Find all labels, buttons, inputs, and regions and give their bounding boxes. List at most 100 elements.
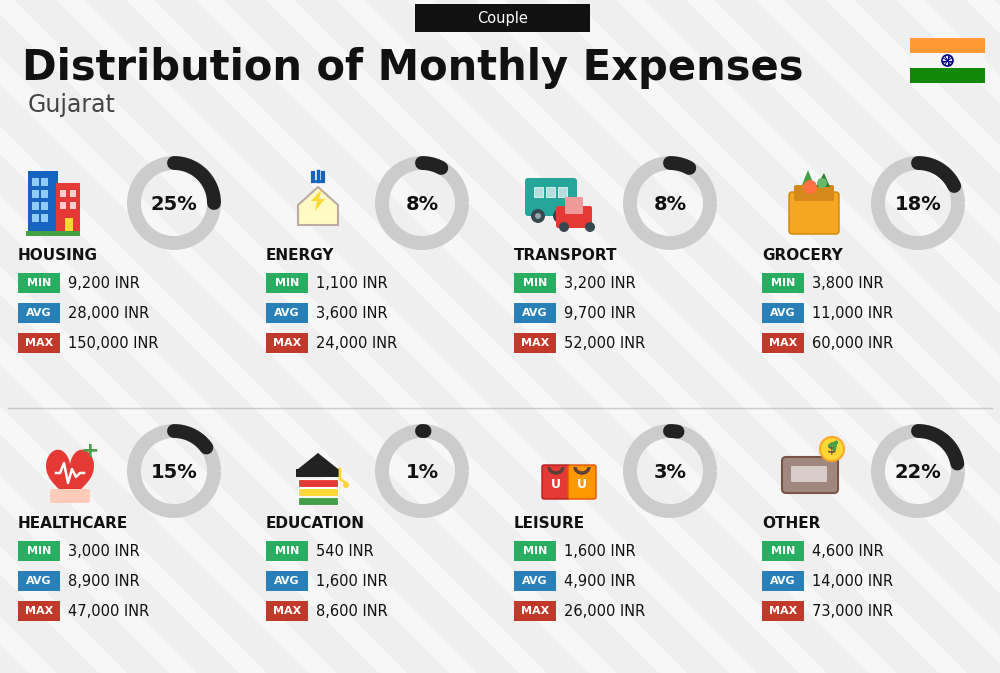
Text: 4,900 INR: 4,900 INR (564, 574, 636, 589)
Text: 24,000 INR: 24,000 INR (316, 336, 397, 351)
Text: TRANSPORT: TRANSPORT (514, 248, 618, 264)
Text: 3,600 INR: 3,600 INR (316, 306, 388, 321)
FancyBboxPatch shape (18, 333, 60, 353)
Circle shape (559, 222, 569, 232)
Polygon shape (298, 453, 338, 469)
Text: 26,000 INR: 26,000 INR (564, 604, 645, 619)
FancyBboxPatch shape (32, 178, 39, 186)
FancyBboxPatch shape (514, 333, 556, 353)
FancyBboxPatch shape (18, 601, 60, 621)
Text: 540 INR: 540 INR (316, 544, 374, 559)
Circle shape (531, 209, 545, 223)
FancyBboxPatch shape (266, 541, 308, 561)
Text: U: U (577, 478, 587, 491)
Text: MAX: MAX (25, 606, 53, 616)
FancyBboxPatch shape (266, 273, 308, 293)
Text: MIN: MIN (27, 279, 51, 289)
FancyBboxPatch shape (266, 333, 308, 353)
Text: AVG: AVG (274, 308, 300, 318)
Text: MAX: MAX (521, 606, 549, 616)
Polygon shape (802, 170, 814, 185)
Text: 47,000 INR: 47,000 INR (68, 604, 149, 619)
FancyBboxPatch shape (514, 541, 556, 561)
FancyBboxPatch shape (56, 183, 80, 231)
Text: +: + (81, 441, 99, 461)
FancyBboxPatch shape (70, 190, 76, 197)
FancyBboxPatch shape (18, 571, 60, 591)
Text: MAX: MAX (521, 339, 549, 349)
FancyBboxPatch shape (415, 4, 590, 32)
Text: 4,600 INR: 4,600 INR (812, 544, 884, 559)
Text: MIN: MIN (771, 546, 795, 557)
Text: MIN: MIN (771, 279, 795, 289)
FancyBboxPatch shape (266, 303, 308, 323)
Text: 1,600 INR: 1,600 INR (564, 544, 636, 559)
Text: MIN: MIN (523, 546, 547, 557)
Text: 9,700 INR: 9,700 INR (564, 306, 636, 321)
Text: 1%: 1% (405, 464, 439, 483)
Text: 1,600 INR: 1,600 INR (316, 574, 388, 589)
Text: 28,000 INR: 28,000 INR (68, 306, 149, 321)
Text: LEISURE: LEISURE (514, 516, 585, 532)
FancyBboxPatch shape (514, 601, 556, 621)
FancyBboxPatch shape (762, 571, 804, 591)
FancyBboxPatch shape (789, 192, 839, 234)
Text: GROCERY: GROCERY (762, 248, 843, 264)
Text: Couple: Couple (477, 11, 528, 26)
FancyBboxPatch shape (762, 303, 804, 323)
Text: MAX: MAX (273, 606, 301, 616)
FancyBboxPatch shape (18, 273, 60, 293)
FancyBboxPatch shape (514, 303, 556, 323)
Circle shape (820, 437, 844, 461)
Text: 3%: 3% (654, 464, 686, 483)
FancyBboxPatch shape (298, 488, 338, 496)
Text: Distribution of Monthly Expenses: Distribution of Monthly Expenses (22, 47, 804, 89)
FancyBboxPatch shape (762, 541, 804, 561)
FancyBboxPatch shape (50, 489, 90, 503)
Text: AVG: AVG (522, 308, 548, 318)
FancyBboxPatch shape (266, 601, 308, 621)
FancyBboxPatch shape (791, 466, 827, 482)
Text: HEALTHCARE: HEALTHCARE (18, 516, 128, 532)
Circle shape (557, 213, 563, 219)
FancyBboxPatch shape (28, 171, 58, 231)
Text: 18%: 18% (895, 195, 941, 215)
Text: AVG: AVG (26, 308, 52, 318)
Text: MIN: MIN (275, 546, 299, 557)
FancyBboxPatch shape (18, 541, 60, 561)
Text: 3,800 INR: 3,800 INR (812, 276, 884, 291)
FancyBboxPatch shape (782, 457, 838, 493)
Text: AVG: AVG (26, 577, 52, 586)
FancyBboxPatch shape (41, 214, 48, 222)
Text: 14,000 INR: 14,000 INR (812, 574, 893, 589)
Text: 1,100 INR: 1,100 INR (316, 276, 388, 291)
FancyBboxPatch shape (41, 190, 48, 198)
FancyBboxPatch shape (65, 218, 73, 231)
FancyBboxPatch shape (910, 38, 985, 53)
Text: AVG: AVG (522, 577, 548, 586)
Circle shape (585, 222, 595, 232)
FancyBboxPatch shape (41, 178, 48, 186)
Text: MIN: MIN (523, 279, 547, 289)
Text: MAX: MAX (25, 339, 53, 349)
Polygon shape (311, 189, 325, 211)
Text: AVG: AVG (274, 577, 300, 586)
Circle shape (343, 482, 349, 488)
FancyBboxPatch shape (26, 231, 80, 236)
FancyBboxPatch shape (794, 185, 834, 201)
Text: OTHER: OTHER (762, 516, 820, 532)
Text: 52,000 INR: 52,000 INR (564, 336, 645, 351)
Text: 8%: 8% (653, 195, 687, 215)
FancyBboxPatch shape (556, 206, 592, 228)
Circle shape (817, 178, 827, 188)
FancyBboxPatch shape (41, 202, 48, 210)
FancyBboxPatch shape (298, 479, 338, 487)
Text: MAX: MAX (273, 339, 301, 349)
Polygon shape (298, 187, 338, 225)
Text: 22%: 22% (895, 464, 941, 483)
FancyBboxPatch shape (32, 202, 39, 210)
Text: 3,200 INR: 3,200 INR (564, 276, 636, 291)
Text: 25%: 25% (151, 195, 197, 215)
Text: 8%: 8% (405, 195, 439, 215)
Text: 8,600 INR: 8,600 INR (316, 604, 388, 619)
